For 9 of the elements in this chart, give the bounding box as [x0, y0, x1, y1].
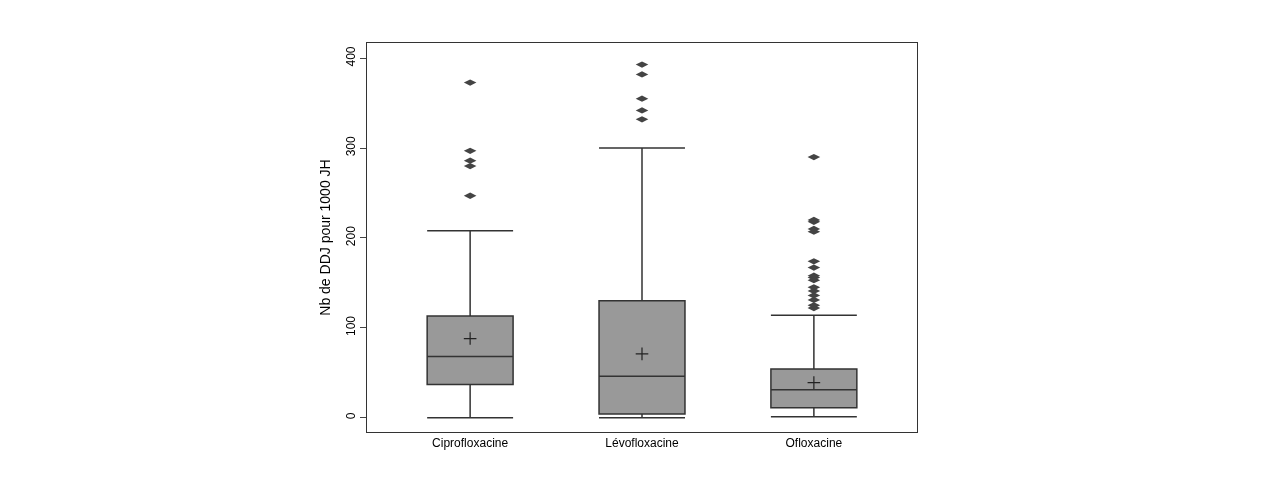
y-tick-label: 400: [344, 46, 359, 67]
x-tick-label: Lévofloxacine: [605, 436, 680, 451]
x-tick-label: Ofloxacine: [785, 436, 843, 451]
y-tick-label: 300: [344, 135, 359, 157]
y-tick-label: 100: [344, 315, 359, 337]
x-tick-label: Ciprofloxacine: [432, 436, 509, 451]
y-tick-label: 200: [344, 225, 359, 247]
y-tick-label: 0: [344, 412, 359, 420]
y-axis-title: Nb de DDJ pour 1000 JH: [316, 159, 333, 316]
